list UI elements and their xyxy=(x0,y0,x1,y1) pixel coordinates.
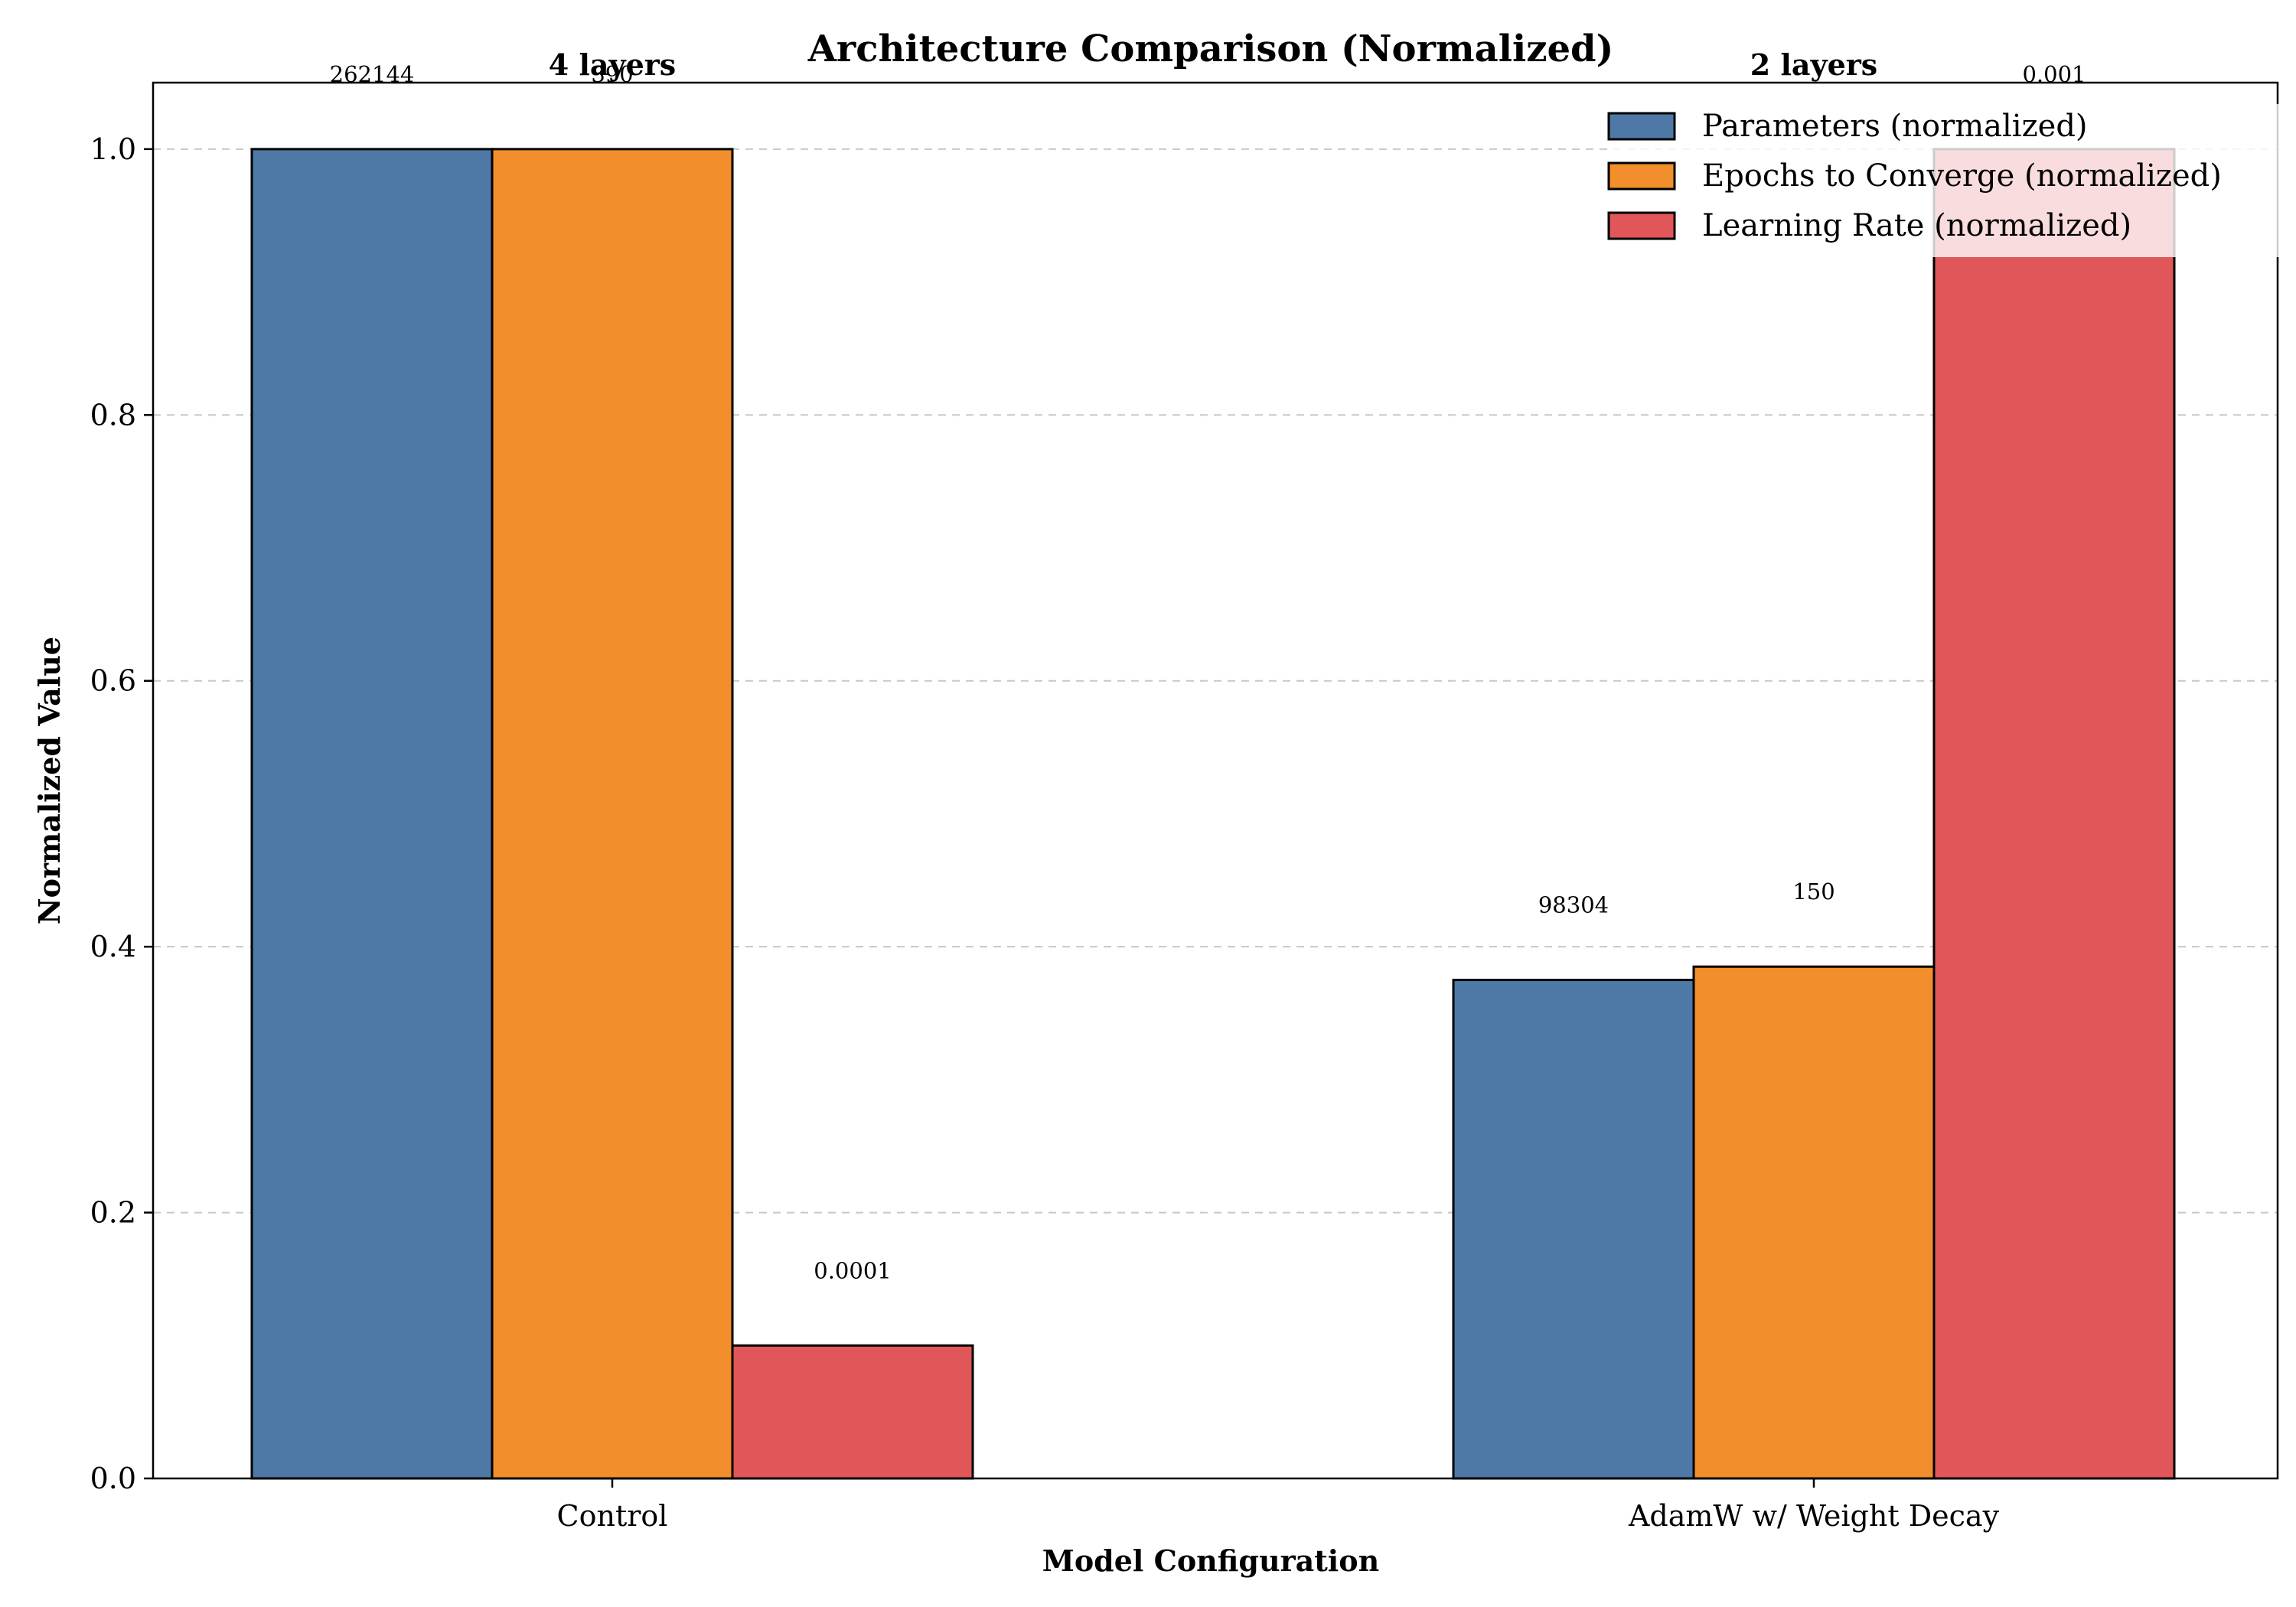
bar-value-label: 0.0001 xyxy=(814,1257,891,1283)
legend: Parameters (normalized) Epochs to Converg… xyxy=(1607,104,2288,257)
legend-label: Epochs to Converge (normalized) xyxy=(1702,158,2222,194)
group-label: 4 layers xyxy=(549,47,676,82)
y-tick-label: 0.0 xyxy=(90,1462,136,1495)
bar xyxy=(1692,965,1936,1480)
legend-swatch xyxy=(1607,161,1676,191)
bar-value-label: 390 xyxy=(591,61,633,87)
bar-value-label: 98304 xyxy=(1538,892,1609,918)
x-tick-label: AdamW w/ Weight Decay xyxy=(1628,1499,2000,1533)
bar xyxy=(1452,979,1695,1480)
y-tick-label: 0.4 xyxy=(90,930,136,963)
legend-swatch xyxy=(1607,211,1676,240)
bar xyxy=(731,1344,974,1480)
axis-ticks: 0.0 0.2 0.4 0.6 0.8 1.0 Control AdamW w/ Weight… xyxy=(90,132,2000,1533)
y-tick-label: 0.2 xyxy=(90,1196,136,1230)
bar xyxy=(1932,148,2176,1480)
y-tick-label: 1.0 xyxy=(90,132,136,166)
legend-swatch xyxy=(1607,112,1676,141)
legend-background xyxy=(1607,104,2288,257)
y-tick-label: 0.6 xyxy=(90,664,136,698)
bar-value-label: 262144 xyxy=(330,61,415,87)
bars xyxy=(250,148,2176,1480)
legend-label: Parameters (normalized) xyxy=(1702,109,2088,144)
bar-value-label: 0.001 xyxy=(2022,61,2086,87)
x-tick-label: Control xyxy=(557,1499,668,1533)
bar xyxy=(491,148,734,1480)
chart-title: Architecture Comparison (Normalized) xyxy=(807,28,1614,70)
legend-label: Learning Rate (normalized) xyxy=(1702,208,2131,243)
data-labels: 262144 98304 390 150 0.0001 0.001 4 layers 2 la… xyxy=(330,47,2086,1283)
x-axis-label: Model Configuration xyxy=(1042,1543,1379,1578)
y-tick-label: 0.8 xyxy=(90,398,136,432)
plot-frame xyxy=(152,81,2279,1480)
y-axis-label: Normalized Value xyxy=(32,637,67,924)
bar-value-label: 150 xyxy=(1792,878,1835,905)
bar xyxy=(250,148,494,1480)
group-label: 2 layers xyxy=(1750,47,1877,82)
